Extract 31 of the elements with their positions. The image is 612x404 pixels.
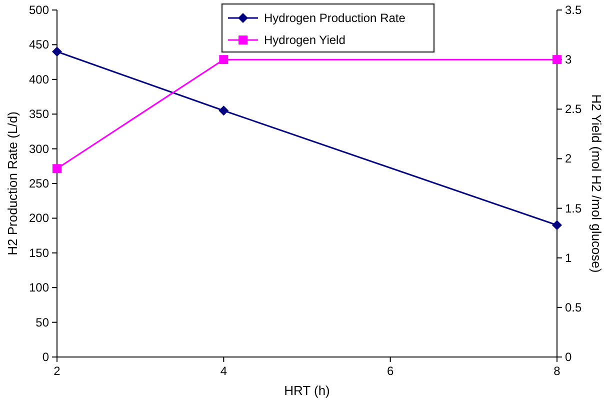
y-tick-label: 200 bbox=[28, 211, 50, 226]
y-tick-label: 400 bbox=[28, 72, 50, 86]
x-axis-title: HRT (h) bbox=[284, 383, 330, 398]
x-tick-label: 2 bbox=[54, 364, 61, 378]
y-tick-label: 100 bbox=[28, 280, 50, 295]
y-axis-title: H2 Production Rate (L/d) bbox=[5, 112, 20, 256]
y-tick-label: 50 bbox=[36, 315, 50, 330]
y-tick-label: 350 bbox=[28, 107, 50, 122]
y-tick-label: 0 bbox=[42, 350, 50, 364]
y2-tick-label: 1 bbox=[565, 250, 572, 265]
y-tick-label: 300 bbox=[28, 142, 50, 156]
y2-tick-label: 1.5 bbox=[565, 201, 582, 216]
y2-tick-label: 0 bbox=[565, 350, 572, 364]
x-tick-label: 4 bbox=[220, 364, 228, 378]
y-tick-label: 150 bbox=[28, 246, 50, 260]
y-tick-label: 250 bbox=[28, 176, 50, 190]
y2-axis-title: H2 Yield (mol H2 /mol glucose) bbox=[589, 94, 604, 273]
point bbox=[218, 106, 229, 116]
y2-tick-label: 2 bbox=[565, 152, 572, 166]
legend-label: Hydrogen Production Rate bbox=[264, 11, 406, 25]
y2-tick-label: 0.5 bbox=[565, 300, 582, 314]
legend-label: Hydrogen Yield bbox=[264, 33, 346, 47]
x-tick-label: 8 bbox=[554, 364, 561, 378]
point bbox=[52, 46, 62, 57]
y2-tick-label: 2.5 bbox=[565, 102, 582, 116]
y-tick-label: 450 bbox=[28, 38, 50, 52]
y2-tick-label: 3.5 bbox=[565, 3, 582, 17]
y2-tick-label: 3 bbox=[565, 52, 572, 67]
y-tick-label: 500 bbox=[28, 3, 50, 17]
x-tick-label: 6 bbox=[386, 364, 394, 378]
point bbox=[552, 220, 562, 230]
